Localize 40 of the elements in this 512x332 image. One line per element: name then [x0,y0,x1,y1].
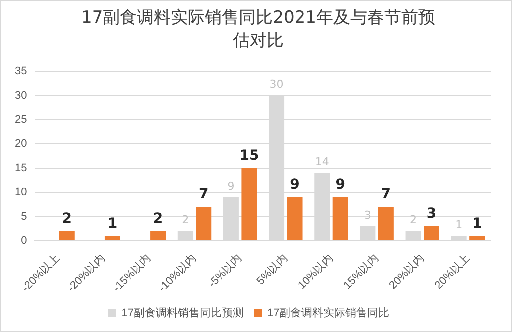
data-label: 2 [153,210,164,227]
x-tick-label: 5%以内 [254,252,290,288]
y-tick-label: 25 [14,114,28,126]
data-label: 3 [426,206,437,222]
data-label: 15 [240,148,260,164]
data-label: 30 [270,78,284,92]
data-label: 9 [290,177,300,194]
y-tick-label: 0 [21,234,28,247]
y-tick-label: 35 [14,66,28,78]
bar [470,236,486,240]
bar [287,197,303,240]
bar [59,231,75,240]
data-label: 2 [410,214,418,227]
data-label: 2 [62,210,72,227]
chart-title: 17副食调料实际销售同比2021年及与春节前预估对比 [81,7,436,53]
bar [424,226,440,240]
x-tick-label: -5%以内 [206,252,245,290]
data-label: 9 [336,177,346,194]
data-label: 7 [198,186,209,203]
y-tick-label: 15 [14,162,28,174]
bar [104,236,120,240]
bar [332,197,348,240]
data-label: 1 [472,216,482,232]
y-tick-label: 5 [21,210,28,223]
data-label: 2 [182,214,190,227]
bar [196,207,212,240]
bar [378,207,394,240]
bar [242,168,258,240]
data-label: 14 [315,156,330,169]
y-tick-label: 10 [14,186,28,199]
legend-label: 17副食调料实际销售同比 [268,306,390,320]
data-label: 9 [228,180,235,193]
y-tick-label: 20 [14,138,28,150]
data-label: 3 [364,208,372,222]
bar [150,231,166,240]
data-label: 1 [456,218,463,232]
legend-label: 17副食调料销售同比预测 [122,306,244,320]
data-label: 1 [108,216,118,232]
data-label: 7 [381,186,392,203]
y-tick-label: 30 [14,90,28,102]
